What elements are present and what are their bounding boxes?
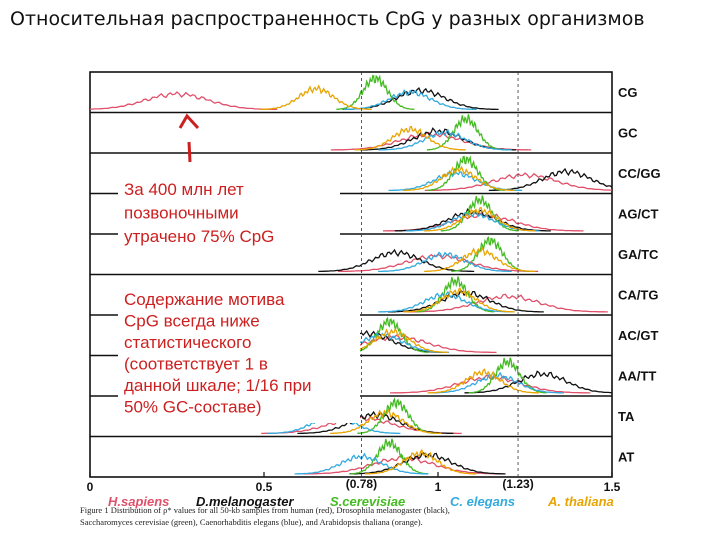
annotation-line: статистического xyxy=(124,333,251,352)
slide-title: Относительная распространенность CpG у р… xyxy=(10,8,645,30)
curve-ga-tc-c-elegans xyxy=(378,251,512,273)
x-marker-label: (0.78) xyxy=(346,477,377,491)
panel-label-cg: CG xyxy=(618,85,638,100)
curve-at-c-elegans xyxy=(294,452,429,475)
curve-gc-a-thaliana xyxy=(354,126,466,151)
annotation-line: данной шкале; 1/16 при xyxy=(124,376,312,395)
curve-aa-tt-d-melanogaster xyxy=(464,370,612,394)
curve-ag-ct-h-sapiens xyxy=(383,212,584,232)
curve-ca-tg-h-sapiens xyxy=(407,293,608,313)
annotation-line: 50% GC-составе) xyxy=(124,398,262,417)
curve-aa-tt-h-sapiens xyxy=(390,374,591,394)
curve-aa-tt-s-cerevisiae xyxy=(468,357,547,394)
legend-s-cerevisiae: S.cerevisiae xyxy=(330,494,405,509)
x-axis: 0 0.5 1 1.5 (0.78) (1.23) xyxy=(87,72,621,494)
x-marker-label: (1.23) xyxy=(502,477,533,491)
panel-label-at: AT xyxy=(618,450,634,465)
annotation-line: утрачено 75% CpG xyxy=(124,227,274,246)
annotations: За 400 млн лет позвоночными утрачено 75% C… xyxy=(118,113,360,423)
panel-label-ac-gt: AC/GT xyxy=(618,328,659,343)
curve-cg-d-melanogaster xyxy=(342,87,499,111)
curve-cg-h-sapiens xyxy=(90,91,278,111)
panel-label-ca-tg: CA/TG xyxy=(618,288,658,303)
caption-line: Saccharomyces cerevisiae (green), Caenor… xyxy=(80,517,423,527)
curve-cg-a-thaliana xyxy=(260,84,372,111)
curve-cg-c-elegans xyxy=(343,89,478,111)
curve-cc-gg-d-melanogaster xyxy=(488,167,613,192)
panel-label-ag-ct: AG/CT xyxy=(618,207,659,222)
legend-a-thaliana: A. thaliana xyxy=(547,494,614,509)
curve-ga-tc-d-melanogaster xyxy=(318,248,475,273)
curve-cc-gg-s-cerevisiae xyxy=(426,155,505,191)
curve-ga-tc-a-thaliana xyxy=(424,246,536,273)
curve-cc-gg-h-sapiens xyxy=(424,172,612,192)
arrow-head xyxy=(178,113,200,130)
curve-aa-tt-a-thaliana xyxy=(427,368,539,394)
curve-ta-s-cerevisiae xyxy=(357,397,436,434)
curve-ca-tg-a-thaliana xyxy=(403,287,515,313)
arrow-shaft xyxy=(187,141,192,163)
figure-caption: Figure 1 Distribution of ρ* values for a… xyxy=(80,505,450,527)
caption-line: Figure 1 Distribution of ρ* values for a… xyxy=(80,505,450,515)
curve-gc-c-elegans xyxy=(378,128,512,151)
legend-d-melanogaster: D.melanogaster xyxy=(196,494,294,509)
legend-h-sapiens: H.sapiens xyxy=(108,494,169,509)
panel-label-ta: TA xyxy=(618,409,635,424)
panel-label-aa-tt: AA/TT xyxy=(618,369,656,384)
annotation-line: За 400 млн лет xyxy=(124,180,244,199)
legend: H.sapiens D.melanogaster S.cerevisiae C. el… xyxy=(108,494,614,509)
annotation-backdrop xyxy=(118,286,360,423)
curve-cc-gg-a-thaliana xyxy=(403,165,515,192)
legend-c-elegans: C. elegans xyxy=(450,494,515,509)
annotation-line: Содержание мотива xyxy=(124,290,285,309)
panel-label-gc: GC xyxy=(618,126,638,141)
annotation-backdrop xyxy=(118,176,340,255)
annotation-line: CpG всегда ниже xyxy=(124,312,260,331)
x-tick-label: 0.5 xyxy=(256,480,273,494)
x-tick-label: 1.5 xyxy=(604,480,621,494)
curve-ga-tc-s-cerevisiae xyxy=(451,236,530,272)
annotation-line: позвоночными xyxy=(124,204,239,223)
curve-at-a-thaliana xyxy=(364,448,477,475)
curve-ag-ct-a-thaliana xyxy=(424,206,536,232)
curve-ag-ct-s-cerevisiae xyxy=(440,195,519,232)
panel-label-ga-tc: GA/TC xyxy=(618,247,659,262)
curve-at-s-cerevisiae xyxy=(350,438,429,475)
x-tick-label: 0 xyxy=(87,480,94,494)
curves-layer xyxy=(90,74,613,475)
annotation-line: (соответствует 1 в xyxy=(124,355,268,374)
curve-ta-a-thaliana xyxy=(330,408,442,435)
x-tick-label: 1 xyxy=(435,480,442,494)
panel-label-cc-gg: CC/GG xyxy=(618,166,661,181)
curve-ac-gt-s-cerevisiae xyxy=(350,316,429,353)
curve-gc-s-cerevisiae xyxy=(426,114,505,151)
